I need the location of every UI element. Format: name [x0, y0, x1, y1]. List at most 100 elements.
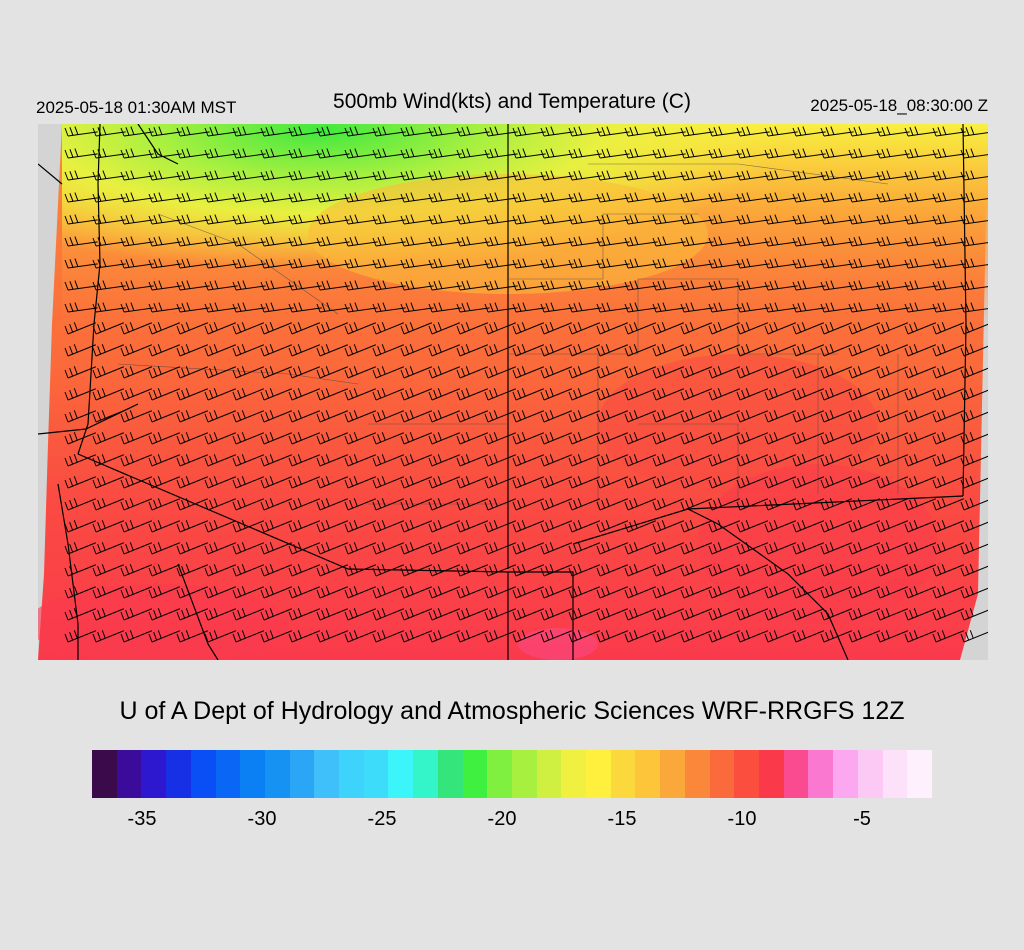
wind-barb-flag [349, 127, 354, 136]
wind-barb-flag [353, 344, 358, 353]
wind-barb-flag [377, 281, 382, 290]
wind-barb-flag [461, 127, 466, 136]
wind-barb-flag [204, 369, 209, 379]
wind-barb-flag [573, 281, 578, 290]
colorbar-swatch [511, 750, 537, 798]
wind-barb-flag [736, 413, 741, 423]
wind-barb-flag [825, 127, 830, 136]
wind-barb-flag [629, 433, 634, 443]
wind-barb-flag [405, 389, 410, 399]
wind-barb-flag [652, 237, 657, 247]
weather-map [38, 124, 988, 660]
wind-barb-flag [713, 259, 718, 268]
wind-barb-flag [260, 501, 265, 511]
wind-barb-flag [885, 454, 890, 463]
wind-barb-flag [792, 215, 797, 225]
wind-barb-flag [577, 366, 582, 375]
wind-barb-flag [629, 477, 634, 487]
wind-barb-flag [237, 477, 242, 487]
wind-barb-flag [820, 391, 825, 401]
wind-barb-flag [213, 476, 218, 485]
wind-barb-flag [269, 344, 274, 353]
wind-barb-flag [773, 410, 778, 419]
wind-barb-flag [428, 215, 433, 225]
wind-barb-flag [797, 215, 802, 224]
wind-barb-flag [904, 589, 909, 599]
wind-barb-flag [461, 367, 466, 377]
wind-barb-flag [265, 127, 270, 136]
wind-barb-flag [97, 149, 102, 158]
wind-barb-flag [64, 215, 69, 225]
wind-barb-flag [596, 567, 601, 577]
wind-barb-flag [713, 609, 718, 619]
wind-barb-flag [517, 323, 522, 333]
wind-barb-flag [689, 432, 694, 441]
wind-barb-flag [801, 388, 806, 397]
wind-barb-flag [773, 322, 778, 331]
wind-barb-flag [125, 455, 130, 465]
wind-barb-flag [181, 477, 186, 487]
wind-barb-flag [909, 127, 914, 136]
wind-barb-flag [741, 259, 746, 268]
wind-barb-flag [858, 258, 863, 267]
wind-barb-flag [92, 501, 97, 511]
wind-barb-flag [545, 193, 550, 202]
wind-barb-flag [465, 586, 470, 595]
wind-barb-flag [549, 630, 554, 639]
wind-barb-flag [298, 302, 303, 311]
wind-barb-flag [549, 454, 554, 463]
wind-barb-flag [293, 237, 298, 246]
wind-barb-flag [325, 630, 330, 639]
utc-time-label: 2025-05-18_08:30:00 Z [810, 96, 988, 115]
wind-barb-flag [241, 410, 246, 419]
wind-barb-flag [792, 633, 797, 643]
wind-barb-flag [321, 171, 326, 180]
wind-barb-flag [185, 586, 190, 595]
wind-barb-flag [349, 411, 354, 421]
colorbar-tick-label: -25 [367, 808, 397, 830]
wind-barb-flag [886, 192, 891, 201]
wind-barb-flag [377, 543, 382, 553]
wind-barb-flag [876, 281, 881, 291]
wind-barb-flag [400, 435, 405, 445]
wind-barb-flag [853, 433, 858, 443]
wind-barb-flag [326, 280, 331, 289]
wind-barb [459, 175, 490, 181]
wind-barb-flag [204, 567, 209, 577]
wind-barb-flag [316, 259, 321, 269]
colorbar-swatch [758, 750, 784, 798]
wind-barb-flag [774, 258, 779, 267]
wind-barb-flag [657, 215, 662, 224]
wind-barb-flag [568, 633, 573, 643]
wind-barb-flag [298, 170, 303, 179]
wind-barb-flag [792, 501, 797, 511]
wind-barb-flag [69, 587, 74, 597]
wind-barb-flag [125, 193, 130, 202]
wind-barb-flag [241, 322, 246, 331]
wind-barb-flag [512, 435, 517, 445]
wind-barb-flag [437, 388, 442, 397]
wind-barb-flag [381, 432, 386, 441]
wind-barb-flag [540, 259, 545, 269]
wind-barb-flag [344, 501, 349, 511]
wind-barb-flag [909, 587, 914, 597]
wind-barb-flag [680, 589, 685, 599]
wind-barb-flag [293, 127, 298, 136]
wind-barb-flag [965, 389, 970, 399]
wind-barb-flag [745, 388, 750, 397]
wind-barb-flag [969, 498, 974, 507]
wind-barb-flag [605, 586, 610, 595]
wind-barb-flag [186, 258, 191, 267]
wind-barb-flag [489, 543, 494, 553]
wind-barb-flag [73, 432, 78, 441]
wind-barb-flag [820, 413, 825, 423]
wind-barb-flag [237, 389, 242, 399]
wind-barb-flag [409, 542, 414, 551]
wind-barb-flag [521, 498, 526, 507]
wind-barb-flag [232, 611, 237, 621]
wind-barb-flag [232, 325, 237, 335]
wind-barb-flag [176, 127, 181, 137]
wind-barb-flag [764, 501, 769, 511]
wind-barb-flag [764, 303, 769, 313]
wind-barb-flag [97, 215, 102, 224]
